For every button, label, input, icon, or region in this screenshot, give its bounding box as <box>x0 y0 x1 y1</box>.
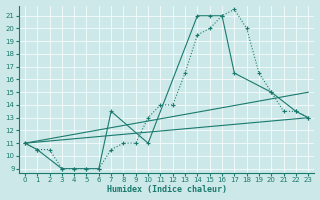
X-axis label: Humidex (Indice chaleur): Humidex (Indice chaleur) <box>107 185 227 194</box>
